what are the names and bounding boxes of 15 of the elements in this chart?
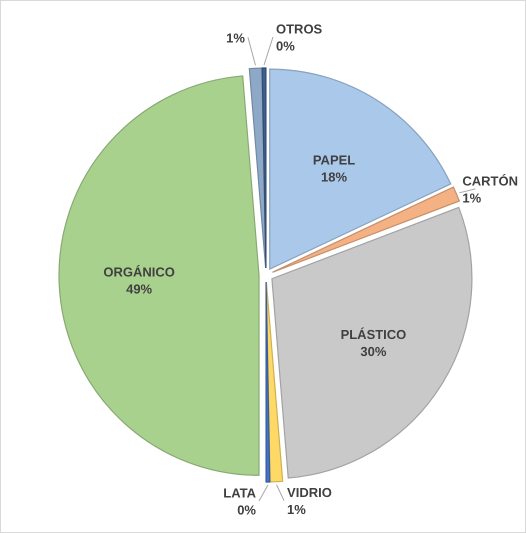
data-label: 0% — [237, 502, 256, 518]
data-label: 18% — [321, 169, 348, 184]
slice-label: CARTÓN — [462, 173, 518, 188]
data-label: 0% — [276, 38, 296, 54]
data-label: 1% — [462, 190, 482, 206]
data-label: 49% — [126, 282, 153, 297]
data-label: 1% — [226, 30, 246, 46]
slice-label: LATA — [223, 485, 257, 500]
data-label: 30% — [360, 344, 387, 360]
slice-label: PLÁSTICO — [340, 327, 406, 342]
slice-label: VIDRIO — [287, 485, 332, 500]
slice-label: PAPEL — [312, 152, 356, 168]
slice-label: ORGÁNICO — [103, 264, 175, 280]
slice-label: OTROS — [276, 22, 323, 37]
data-label: 1% — [287, 502, 306, 518]
